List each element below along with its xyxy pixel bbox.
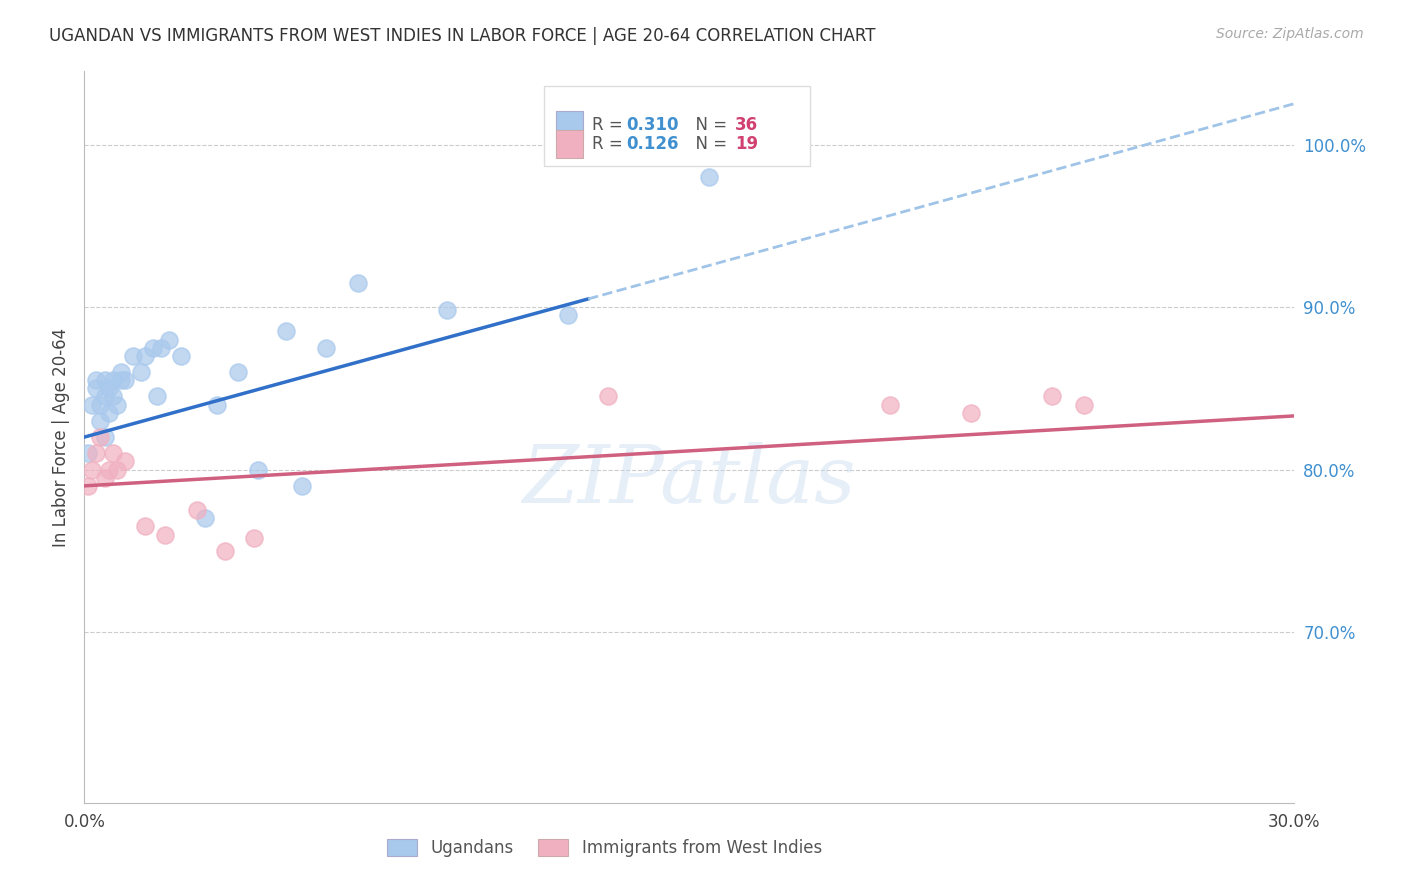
Point xyxy=(246,462,269,476)
Point xyxy=(157,333,180,347)
Point xyxy=(557,308,579,322)
Bar xyxy=(555,130,582,158)
Point xyxy=(226,365,249,379)
Text: 0.310: 0.310 xyxy=(626,116,679,135)
Point xyxy=(347,276,370,290)
Y-axis label: In Labor Force | Age 20-64: In Labor Force | Age 20-64 xyxy=(52,327,70,547)
Point xyxy=(153,527,176,541)
Text: ZIPatlas: ZIPatlas xyxy=(522,442,856,520)
Point xyxy=(105,398,128,412)
Point xyxy=(134,519,156,533)
Text: 36: 36 xyxy=(735,116,758,135)
Point xyxy=(142,341,165,355)
Point xyxy=(101,389,124,403)
Legend: Ugandans, Immigrants from West Indies: Ugandans, Immigrants from West Indies xyxy=(380,832,828,864)
Text: UGANDAN VS IMMIGRANTS FROM WEST INDIES IN LABOR FORCE | AGE 20-64 CORRELATION CH: UGANDAN VS IMMIGRANTS FROM WEST INDIES I… xyxy=(49,27,876,45)
Point xyxy=(114,373,136,387)
Point xyxy=(149,341,172,355)
Text: Source: ZipAtlas.com: Source: ZipAtlas.com xyxy=(1216,27,1364,41)
Point xyxy=(1040,389,1063,403)
Point xyxy=(82,462,104,476)
Point xyxy=(89,414,111,428)
Text: 0.126: 0.126 xyxy=(626,135,679,153)
Point xyxy=(114,454,136,468)
Point xyxy=(697,169,720,184)
Text: R =: R = xyxy=(592,135,628,153)
Text: 19: 19 xyxy=(735,135,758,153)
Text: R =: R = xyxy=(592,116,628,135)
Point xyxy=(82,398,104,412)
Point xyxy=(170,349,193,363)
Point xyxy=(194,511,217,525)
Point xyxy=(134,349,156,363)
Point xyxy=(89,398,111,412)
Point xyxy=(93,471,115,485)
Text: N =: N = xyxy=(685,116,733,135)
Point xyxy=(146,389,169,403)
Point xyxy=(89,430,111,444)
Point xyxy=(207,398,229,412)
Point xyxy=(77,446,100,460)
Point xyxy=(97,381,120,395)
Point xyxy=(105,462,128,476)
Point xyxy=(86,381,108,395)
Text: N =: N = xyxy=(685,135,733,153)
Point xyxy=(101,373,124,387)
Point xyxy=(77,479,100,493)
Point xyxy=(436,303,458,318)
Point xyxy=(879,398,901,412)
Point xyxy=(960,406,983,420)
Bar xyxy=(555,112,582,139)
Point xyxy=(93,430,115,444)
Point xyxy=(598,389,620,403)
Point xyxy=(121,349,143,363)
Point xyxy=(214,544,236,558)
Point xyxy=(97,406,120,420)
Point xyxy=(93,389,115,403)
Point xyxy=(242,531,264,545)
FancyBboxPatch shape xyxy=(544,86,810,167)
Point xyxy=(1073,398,1095,412)
Point xyxy=(186,503,208,517)
Point xyxy=(86,446,108,460)
Point xyxy=(93,373,115,387)
Point xyxy=(315,341,337,355)
Point xyxy=(129,365,152,379)
Point xyxy=(86,373,108,387)
Point xyxy=(110,365,132,379)
Point xyxy=(274,325,297,339)
Point xyxy=(101,446,124,460)
Point xyxy=(110,373,132,387)
Point xyxy=(291,479,314,493)
Point xyxy=(97,462,120,476)
